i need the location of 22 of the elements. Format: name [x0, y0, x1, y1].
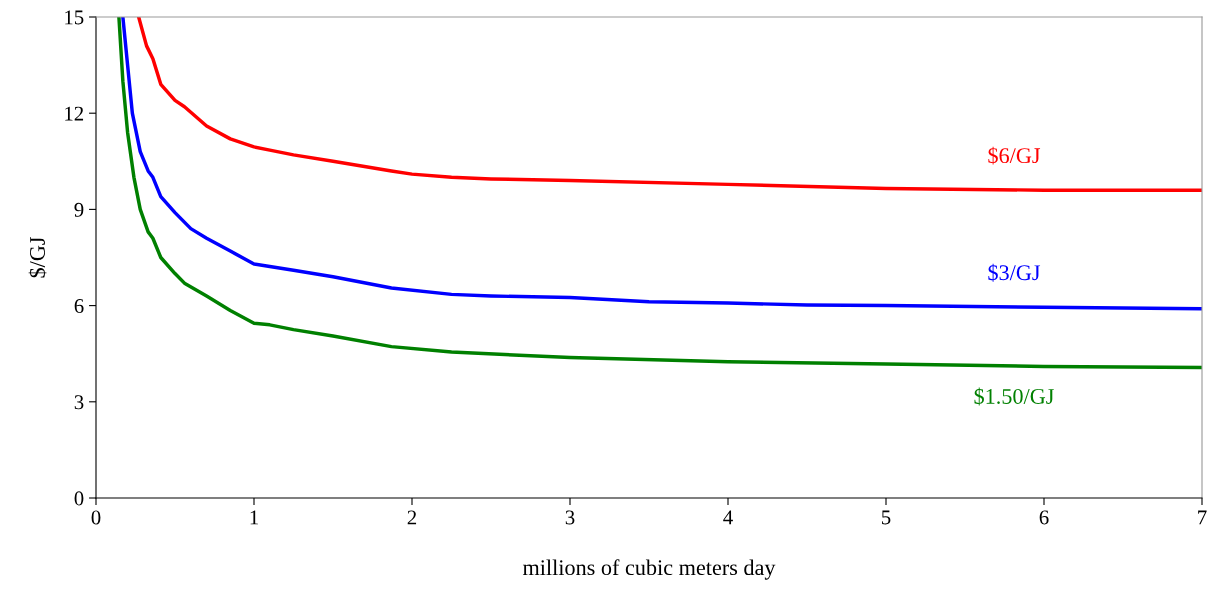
y-tick-label: 3: [74, 395, 84, 410]
y-tick-label: 9: [74, 202, 84, 217]
x-tick-label: 0: [91, 510, 101, 525]
x-tick-label: 1: [250, 510, 258, 525]
x-tick-label: 5: [882, 510, 891, 525]
y-tick-label: 6: [74, 299, 84, 314]
x-tick-label: 6: [1039, 510, 1049, 525]
series-label: $3/GJ: [988, 263, 1041, 282]
series-label: $6/GJ: [988, 146, 1041, 165]
x-tick-label: 7: [1198, 510, 1207, 525]
line-series: [117, 17, 1202, 370]
line-series: [136, 17, 1202, 192]
y-tick-label: 15: [65, 10, 84, 25]
x-tick-label: 2: [407, 510, 417, 525]
line-series: [121, 17, 1202, 311]
x-axis-title: millions of cubic meters day: [522, 559, 776, 580]
y-axis-title: $/GJ: [28, 236, 47, 278]
x-tick-label: 4: [723, 510, 733, 525]
series-label: $1.50/GJ: [974, 387, 1054, 406]
x-tick-label: 3: [565, 510, 575, 525]
y-tick-label: 12: [65, 106, 84, 121]
y-tick-label: 0: [74, 491, 84, 506]
